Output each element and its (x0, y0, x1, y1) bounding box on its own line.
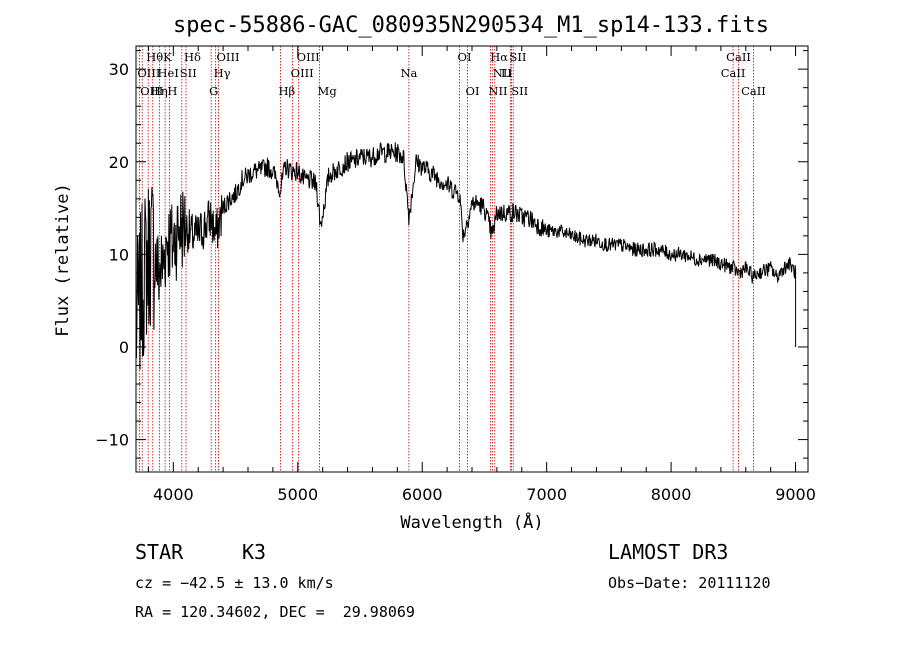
line-label-16: Li (501, 66, 513, 80)
line-label-4: OIII (297, 50, 320, 64)
line-label-23: Mg (318, 84, 338, 98)
line-label-3: OIII (217, 50, 240, 64)
y-tick-label: 20 (109, 153, 129, 172)
line-label-12: Hγ (214, 66, 231, 80)
line-label-14: Na (400, 66, 417, 80)
axis-ticks (136, 46, 808, 472)
line-label-6: Hα (490, 50, 508, 64)
spectrum-line (135, 142, 797, 370)
x-tick-label: 4000 (153, 485, 194, 504)
obs-date: Obs−Date: 20111120 (608, 574, 771, 592)
spectral-line-markers (138, 46, 754, 472)
x-tick-label: 5000 (277, 485, 318, 504)
x-tick-label: 7000 (526, 485, 567, 504)
line-label-8: CaII (726, 50, 751, 64)
line-label-21: G (209, 84, 218, 98)
line-label-26: SII (511, 84, 528, 98)
line-label-17: CaII (721, 66, 746, 80)
line-label-20: H (167, 84, 177, 98)
x-tick-label: 6000 (402, 485, 443, 504)
line-label-13: OIII (291, 66, 314, 80)
x-tick-label: 8000 (651, 485, 692, 504)
survey-name: LAMOST DR3 (608, 540, 729, 564)
line-label-22: Hβ (278, 84, 295, 98)
line-label-1: K (163, 50, 172, 64)
line-label-7: SII (509, 50, 526, 64)
plot-frame (135, 45, 809, 473)
coordinates: RA = 120.34602, DEC = 29.98069 (135, 603, 415, 621)
x-axis-label: Wavelength (Å) (400, 511, 543, 533)
y-tick-label: 10 (109, 245, 129, 264)
chart-title: spec-55886-GAC_080935N290534_M1_sp14-133… (173, 13, 769, 38)
line-label-27: CaII (741, 84, 766, 98)
line-label-11: SII (180, 66, 197, 80)
line-label-15: NII (493, 66, 512, 80)
line-label-5: OI (458, 50, 472, 64)
line-label-25: NII (488, 84, 507, 98)
y-tick-label: −10 (95, 431, 129, 450)
redshift-readout: cz = −42.5 ± 13.0 km/s (135, 574, 334, 592)
y-axis-label: Flux (relative) (53, 183, 73, 337)
line-label-24: OI (466, 84, 480, 98)
line-label-10: HeI (158, 66, 179, 80)
line-label-0: Hθ (146, 50, 163, 64)
spectral-subclass: K3 (242, 540, 267, 564)
axis-tick-labels: 4000 5000 6000 7000 8000 9000 −10 0 10 20 30 (95, 60, 816, 504)
y-tick-label: 0 (119, 338, 129, 357)
line-label-18: OIII (140, 84, 163, 98)
line-label-2: Hδ (184, 50, 201, 64)
y-tick-label: 30 (109, 60, 129, 79)
line-label-19: Hη (151, 84, 168, 98)
object-type: STAR (135, 540, 184, 564)
x-tick-label: 9000 (775, 485, 816, 504)
